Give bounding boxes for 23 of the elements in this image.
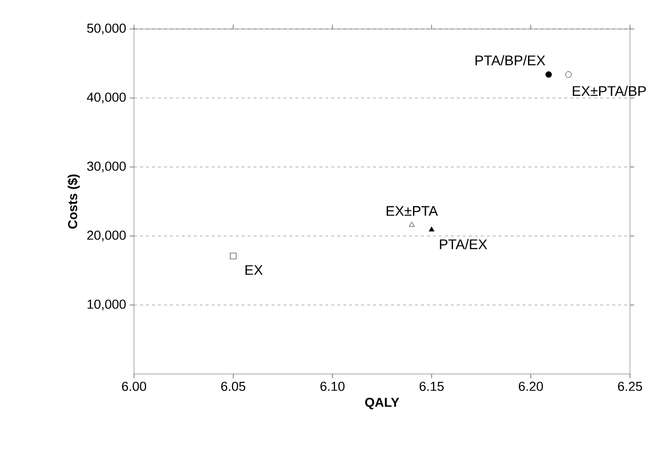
annotation: EX±PTA	[386, 206, 438, 216]
x-tick-label: 6.15	[420, 382, 444, 391]
y-tick-label: 30,000	[87, 162, 126, 172]
point	[428, 226, 434, 232]
y-tick-label: 40,000	[86, 92, 126, 104]
point	[565, 71, 572, 78]
annotation: PTA/BP/EX	[476, 55, 546, 66]
annotation: EX±PTA/BP	[572, 86, 646, 96]
y-tick-label: 50,000	[87, 24, 126, 34]
x-tick-label: 6.20	[518, 382, 543, 391]
x-tick-label: 6.00	[122, 382, 146, 391]
x-tick-label: 6.25	[618, 382, 642, 391]
y-axis-title: Costs ($)	[67, 174, 80, 229]
point	[408, 222, 415, 227]
point	[230, 252, 236, 260]
x-tick-label: 6.05	[221, 382, 246, 391]
y-tick-label: 10,000	[88, 300, 126, 310]
annotation: EX	[246, 265, 263, 275]
x-tick-label: 6.10	[320, 382, 345, 391]
y-tick-label: 20,000	[87, 230, 126, 242]
point	[545, 71, 552, 78]
annotation: PTA/EX	[440, 238, 488, 250]
x-axis-title: QALY	[365, 398, 400, 410]
